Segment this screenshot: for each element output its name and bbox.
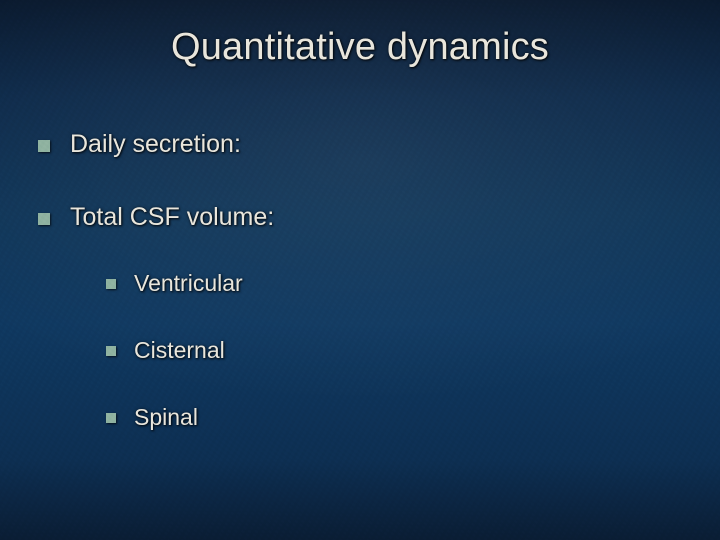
square-bullet-icon (106, 279, 116, 289)
list-item-label: Daily secretion: (70, 130, 241, 159)
sub-list: Ventricular Cisternal Spinal (106, 270, 690, 431)
square-bullet-icon (38, 140, 50, 152)
list-item: Spinal (106, 404, 690, 431)
list-item-label: Cisternal (134, 337, 225, 364)
list-item-label: Spinal (134, 404, 198, 431)
list-item-label: Ventricular (134, 270, 243, 297)
square-bullet-icon (38, 213, 50, 225)
list-item: Ventricular (106, 270, 690, 297)
list-item: Cisternal (106, 337, 690, 364)
list-item: Daily secretion: (38, 130, 690, 159)
slide: Quantitative dynamics Daily secretion: T… (0, 0, 720, 540)
list-item: Total CSF volume: (38, 203, 690, 232)
square-bullet-icon (106, 346, 116, 356)
slide-body: Daily secretion: Total CSF volume: Ventr… (38, 130, 690, 471)
list-item-label: Total CSF volume: (70, 203, 274, 232)
slide-title: Quantitative dynamics (0, 26, 720, 69)
square-bullet-icon (106, 413, 116, 423)
